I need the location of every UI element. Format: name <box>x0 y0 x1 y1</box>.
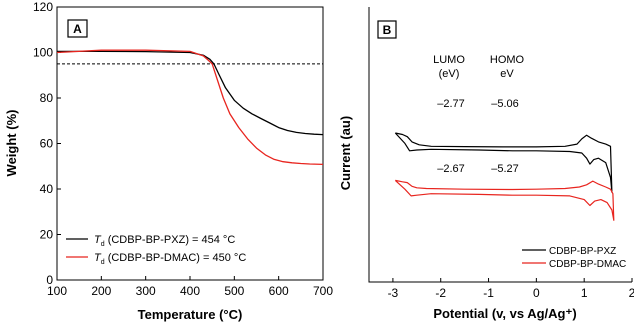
x-tick-label-a: 300 <box>136 284 156 298</box>
y-tick-label-a: 120 <box>33 0 53 14</box>
legend-label-pxz-b: CDBP-BP-PXZ <box>549 246 616 257</box>
y-axis-title-b: Current (au) <box>338 116 353 190</box>
panel-b: -3 -2 -1 0 1 2 B Potential (v, vs Ag/Ag⁺) Cur… <box>338 7 634 321</box>
lumo-unit: (eV) <box>439 68 460 80</box>
panel-label-box-b <box>377 20 397 39</box>
homo-value-pxz: –5.06 <box>491 98 519 110</box>
x-tick-label-b: 0 <box>533 286 540 300</box>
y-axis-title-a: Weight (%) <box>4 110 19 177</box>
y-tick-label-a: 60 <box>40 137 54 151</box>
y-tick-label-a: 0 <box>46 273 53 287</box>
series-group-b <box>394 132 615 221</box>
panel-label-box-a <box>67 19 88 38</box>
x-tick-label-a: 400 <box>180 284 200 298</box>
x-tick-label-b: -1 <box>483 286 494 300</box>
y-tick-label-a: 20 <box>40 228 54 242</box>
x-tick-label-b: 2 <box>629 286 634 300</box>
x-tick-label-a: 700 <box>313 284 333 298</box>
panel-a: 100 200 300 400 500 600 700 0 20 40 60 80 100 120 A T… <box>4 0 333 322</box>
axis-ticks-a: 100 200 300 400 500 600 700 0 20 40 60 80 100 120 <box>33 0 333 298</box>
x-tick-label-a: 600 <box>269 284 289 298</box>
cv-curve-dmac <box>394 179 615 221</box>
y-tick-label-a: 40 <box>40 182 54 196</box>
x-axis-title-b: Potential (v, vs Ag/Ag⁺) <box>433 306 576 321</box>
plot-frame-b <box>368 7 632 283</box>
legend-a: Td (CDBP-BP-PXZ) = 454 °C Td (CDBP-BP-DM… <box>66 234 246 266</box>
y-tick-label-a: 100 <box>33 46 53 60</box>
x-tick-label-b: 1 <box>581 286 588 300</box>
lumo-header: LUMO <box>433 54 465 66</box>
lumo-value-pxz: –2.77 <box>437 98 465 110</box>
x-tick-label-b: -3 <box>388 286 399 300</box>
panel-label-b: B <box>383 23 392 37</box>
homo-header: HOMO <box>490 54 525 66</box>
series-group-a <box>56 49 324 166</box>
legend-label-dmac-a: Td (CDBP-BP-DMAC) = 450 °C <box>94 252 246 266</box>
x-tick-label-a: 500 <box>224 284 244 298</box>
y-tick-label-a: 80 <box>40 91 54 105</box>
series-line-pxz-a <box>57 50 324 136</box>
x-tick-label-b: -2 <box>435 286 446 300</box>
legend-b: CDBP-BP-PXZ CDBP-BP-DMAC <box>522 246 626 270</box>
cv-curve-pxz <box>394 132 613 193</box>
homo-value-dmac: –5.27 <box>491 163 519 175</box>
legend-label-dmac-b: CDBP-BP-DMAC <box>549 259 626 270</box>
panel-label-a: A <box>73 22 82 36</box>
lumo-value-dmac: –2.67 <box>437 163 465 175</box>
series-line-dmac-a <box>56 49 324 166</box>
x-axis-title-a: Temperature (°C) <box>138 307 243 322</box>
x-tick-label-a: 100 <box>47 284 67 298</box>
x-tick-label-a: 200 <box>91 284 111 298</box>
homo-unit: eV <box>500 68 514 80</box>
legend-label-pxz-a: Td (CDBP-BP-PXZ) = 454 °C <box>94 234 235 248</box>
axis-ticks-b: -3 -2 -1 0 1 2 <box>388 278 634 300</box>
